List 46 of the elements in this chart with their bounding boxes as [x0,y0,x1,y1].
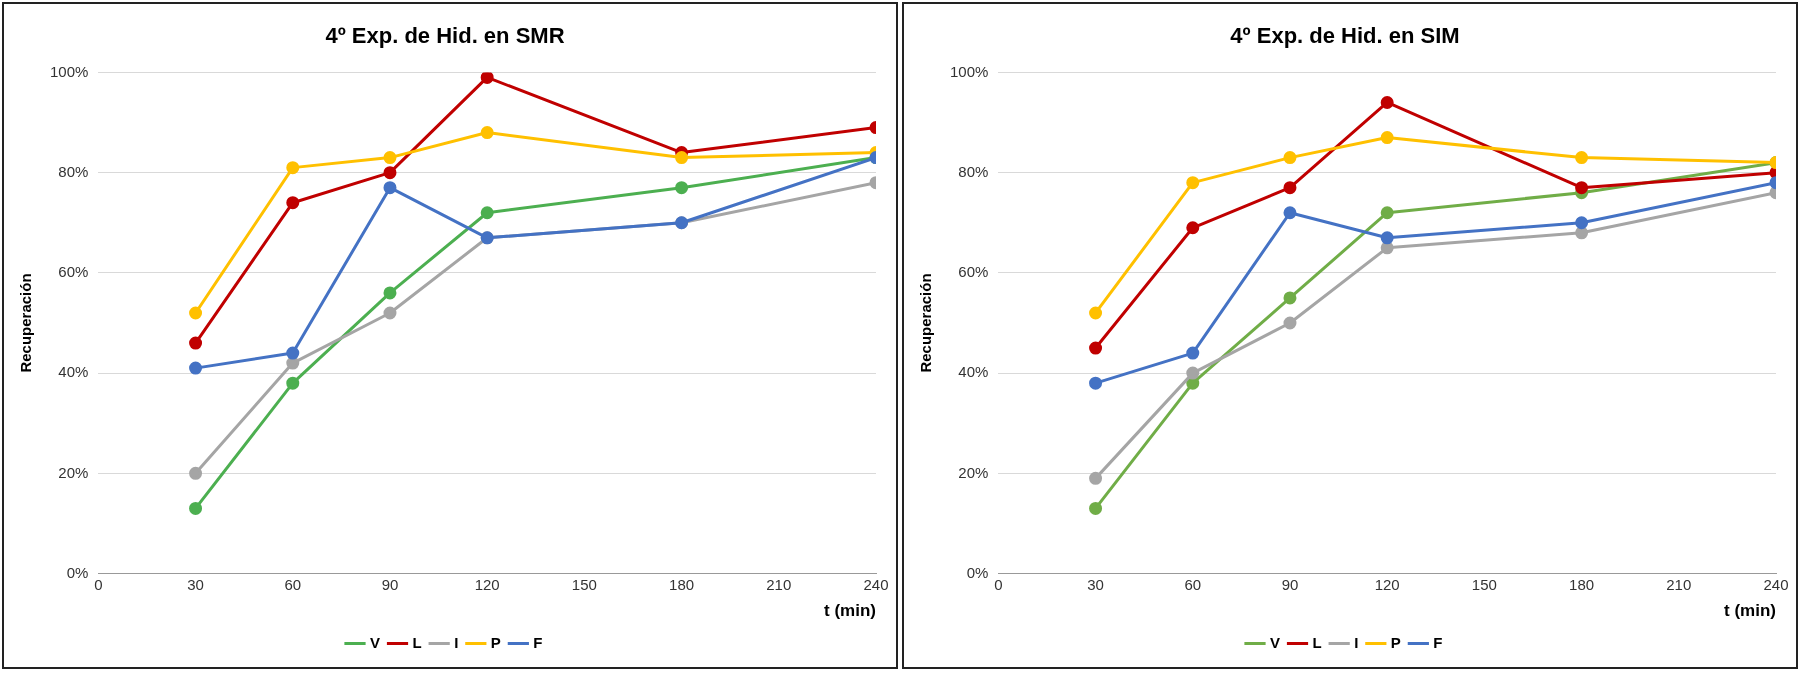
x-axis-title: t (min) [1724,601,1776,621]
y-tick-label: 80% [958,162,989,180]
x-tick-label: 150 [571,575,597,593]
y-tick-label: 40% [58,363,89,381]
legend-label: L [1312,633,1322,651]
x-tick-label: 60 [284,575,302,593]
x-axis-title: t (min) [824,601,876,621]
x-tick-label: 180 [1569,575,1595,593]
legend-label: F [1433,633,1443,651]
x-tick-label: 0 [994,575,1003,593]
y-tick-label: 40% [958,363,989,381]
legend-label: I [1354,633,1359,651]
y-tick-label: 100% [949,62,989,80]
x-tick-label: 120 [1374,575,1400,593]
x-tick-label: 30 [187,575,204,593]
x-tick-label: 120 [474,575,500,593]
legend-label: F [533,633,543,651]
y-tick-label: 60% [958,263,989,281]
y-tick-label: 20% [958,463,989,481]
y-tick-label: 20% [58,463,89,481]
y-tick-label: 80% [58,162,89,180]
y-axis-title: Recuperación [917,273,935,373]
chart-title: 4º Exp. de Hid. en SIM [1230,23,1460,49]
x-tick-label: 60 [1184,575,1202,593]
x-tick-label: 90 [1281,575,1299,593]
y-tick-label: 60% [58,263,89,281]
x-tick-label: 0 [94,575,103,593]
y-tick-label: 0% [966,563,989,581]
legend-label: V [1270,633,1281,651]
chart-title: 4º Exp. de Hid. en SMR [325,23,565,49]
legend-label: L [412,633,422,651]
legend-label: I [454,633,459,651]
legend-label: P [1390,633,1401,651]
x-tick-label: 240 [863,575,889,593]
y-tick-label: 100% [49,62,89,80]
legend-label: V [370,633,381,651]
x-tick-label: 150 [1471,575,1497,593]
x-tick-label: 210 [1666,575,1692,593]
x-tick-label: 30 [1087,575,1104,593]
x-tick-label: 180 [669,575,695,593]
x-tick-label: 210 [766,575,792,593]
y-tick-label: 0% [66,563,89,581]
legend-label: P [490,633,501,651]
y-axis-title: Recuperación [17,273,35,373]
x-tick-label: 90 [381,575,399,593]
x-tick-label: 240 [1763,575,1789,593]
